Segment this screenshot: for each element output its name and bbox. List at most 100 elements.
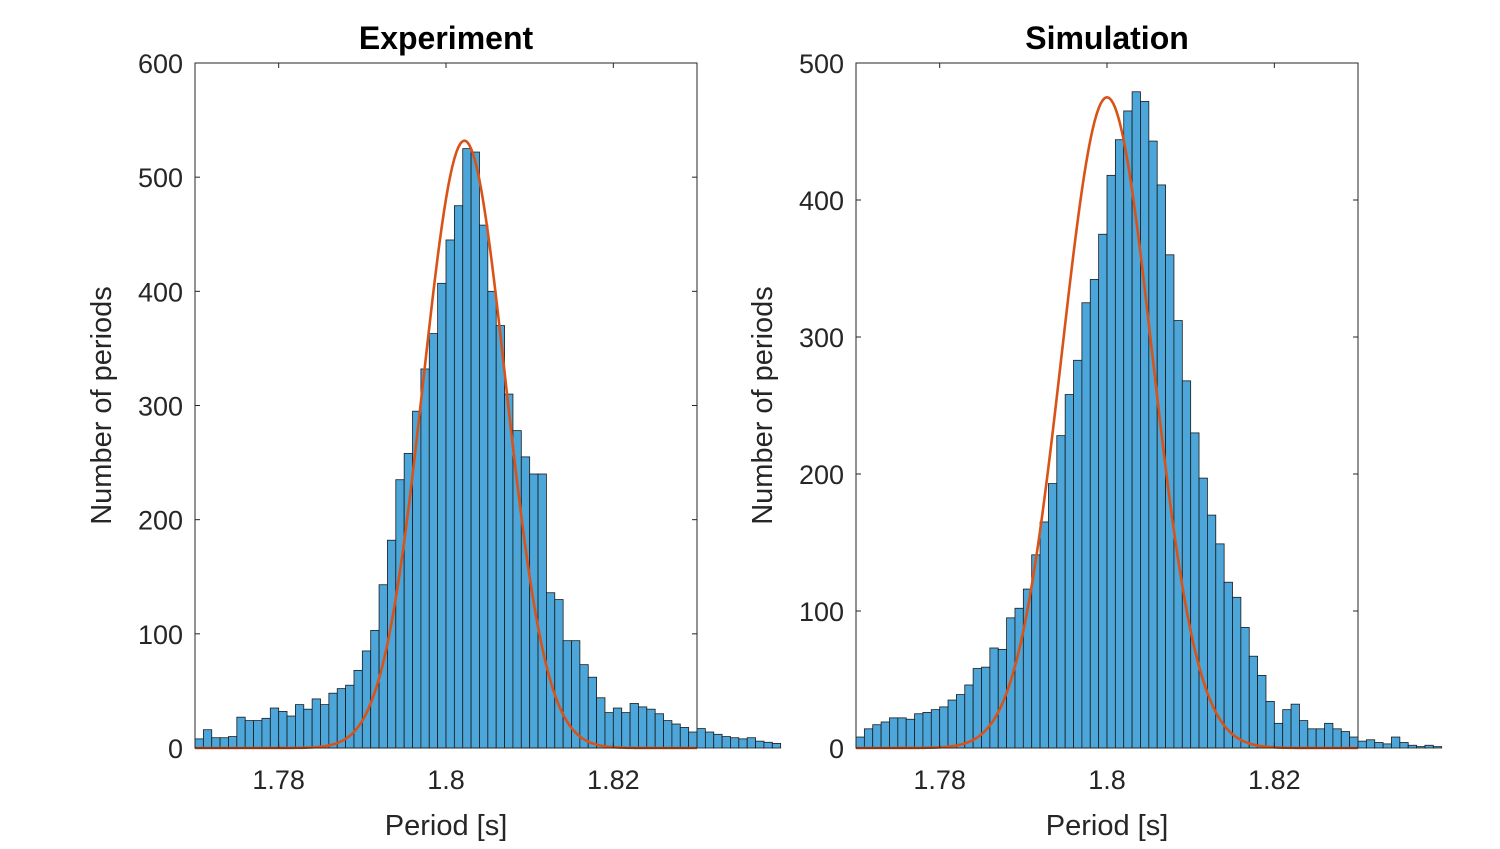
histogram-bar (428, 333, 439, 749)
histogram-bar (1391, 736, 1401, 749)
x-axis-label: Period [s] (1046, 810, 1169, 842)
histogram-bar (596, 697, 606, 749)
histogram-bar (1399, 742, 1409, 749)
y-tick-label: 600 (138, 49, 183, 79)
histogram-bar (470, 151, 480, 749)
histogram-bar (855, 736, 865, 749)
histogram-bar (914, 713, 924, 749)
histogram-bar (1140, 100, 1150, 749)
histogram-bar (286, 715, 296, 749)
y-tick-label: 500 (799, 49, 844, 79)
histogram-bar (1315, 728, 1325, 749)
histogram-bar (1232, 596, 1242, 749)
histogram-bar (964, 684, 974, 749)
y-tick-label: 400 (138, 277, 183, 307)
histogram-bar (738, 738, 748, 749)
histogram-bar (1365, 739, 1376, 749)
histogram-bar (353, 669, 363, 749)
histogram-bar (294, 704, 305, 749)
histogram-bar (947, 699, 957, 749)
y-tick-label: 300 (799, 323, 844, 353)
histogram-bar (872, 724, 882, 749)
histogram-bar (194, 738, 204, 749)
x-tick-label: 1.82 (587, 765, 640, 795)
histogram-bar (202, 729, 213, 749)
chart-panel-simulation: 0 100 200 300 400 500 1.78 1.8 1.82 Simulation Per… (747, 20, 1443, 842)
histogram-bar (437, 282, 447, 749)
histogram-bar (939, 706, 949, 749)
histogram-bar (537, 473, 547, 749)
histogram-bar (713, 733, 723, 749)
histogram-bar (746, 737, 756, 749)
histogram-bar (880, 721, 890, 749)
histogram-bar (1190, 432, 1200, 749)
histogram-bar (1039, 521, 1049, 749)
histogram-bar (688, 731, 698, 749)
histogram-bar (1424, 744, 1434, 749)
histogram-bar (361, 650, 372, 749)
histogram-bar (1299, 720, 1309, 749)
histogram-bar (755, 740, 765, 749)
y-tick-label: 300 (138, 392, 183, 422)
histogram-bar (211, 737, 221, 749)
histogram-bar (261, 717, 271, 749)
histogram-bar (1273, 722, 1284, 749)
histogram-bar (278, 711, 288, 749)
histogram-bar (1374, 742, 1384, 749)
histogram-bar (730, 737, 740, 749)
histogram-bar (1098, 233, 1108, 749)
histogram-bar (244, 720, 254, 749)
histogram-bar (721, 736, 731, 749)
histogram-bar (520, 456, 531, 749)
histogram-bar (303, 708, 313, 749)
histogram-bar (1089, 279, 1100, 749)
histogram-bar (1332, 728, 1342, 749)
histogram-bar (487, 290, 497, 749)
histogram-bar (922, 711, 932, 749)
histogram-bar (495, 325, 505, 749)
y-tick-label: 400 (799, 186, 844, 216)
histogram-bar (395, 479, 405, 749)
histogram-bar (612, 707, 623, 749)
histogram-bar (638, 706, 648, 749)
histogram-bar (1357, 740, 1367, 749)
histogram-bar (1106, 174, 1116, 749)
histogram-bar (763, 741, 773, 749)
histogram-bar (905, 718, 915, 749)
y-tick-label: 200 (799, 460, 844, 490)
x-axis-label: Period [s] (385, 810, 508, 842)
histogram-bar (253, 720, 263, 749)
histogram-bar (1064, 394, 1074, 749)
y-tick-label: 0 (168, 734, 183, 764)
histogram-bar (989, 647, 999, 749)
histogram-bar (629, 703, 639, 749)
chart-title: Simulation (1025, 20, 1189, 56)
histogram-bar (1207, 514, 1217, 749)
x-tick-label: 1.78 (913, 765, 966, 795)
histogram-bar (889, 717, 899, 749)
histogram-bar (1014, 607, 1024, 749)
x-tick-label: 1.78 (252, 765, 305, 795)
histogram-bar (663, 720, 673, 749)
histogram-bar (1282, 709, 1292, 749)
histogram-bar (696, 728, 706, 749)
histogram-bar (1248, 655, 1258, 749)
histogram-bar (771, 743, 782, 749)
histogram-bar (897, 717, 907, 749)
histogram-bar (646, 708, 656, 749)
histogram-bar (1240, 627, 1250, 749)
histogram-bar (1382, 743, 1392, 749)
histogram-bar (228, 736, 238, 749)
histogram-bar (1198, 477, 1208, 749)
histogram-bar (1056, 435, 1066, 749)
histogram-bar (1432, 746, 1443, 749)
histogram-bar (1223, 581, 1233, 749)
histogram-bar (1340, 731, 1351, 749)
histogram-bar (956, 694, 966, 749)
y-axis-label: Number of periods (747, 286, 779, 525)
histogram-bar (1290, 703, 1300, 749)
y-axis-label: Number of periods (86, 286, 118, 525)
histogram-bar (479, 224, 489, 749)
histogram-bar (1081, 302, 1091, 749)
